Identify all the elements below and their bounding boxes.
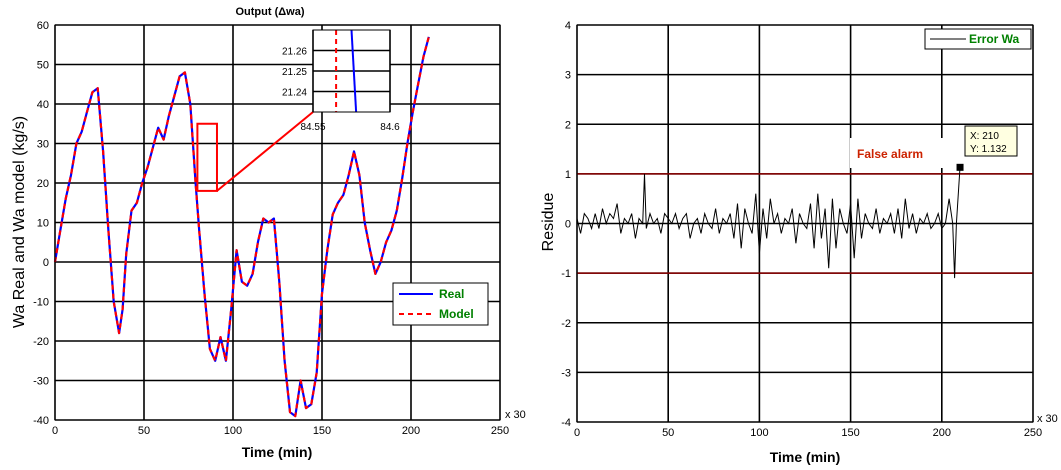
y-tick-label: 3 <box>565 70 571 82</box>
y-tick-label: -10 <box>33 297 49 309</box>
series-line-error-wa <box>576 167 961 279</box>
left-x-multiplier: x 30 <box>505 409 526 421</box>
x-tick-label: 100 <box>224 425 242 437</box>
y-tick-label: -20 <box>33 336 49 348</box>
inset-y-tick-label: 21.26 <box>282 47 307 58</box>
x-tick-label: 50 <box>138 425 150 437</box>
legend-real-label: Real <box>439 287 464 301</box>
right-plot-frame <box>576 24 1034 423</box>
datatip-y-label: Y: 1.132 <box>970 144 1007 155</box>
y-tick-label: -30 <box>33 376 49 388</box>
x-tick-label: 0 <box>52 425 58 437</box>
left-plot-frame <box>54 24 501 421</box>
left-chart-title: Output (Δwa) <box>235 6 304 18</box>
y-tick-label: -4 <box>561 417 571 429</box>
inset-frame <box>312 29 391 113</box>
x-tick-label: 250 <box>1024 427 1042 439</box>
left-y-ticks: -40 -30 -20 -10 0 10 20 30 40 50 60 <box>33 20 49 427</box>
datatip-x-label: X: 210 <box>970 131 999 142</box>
left-legend: Real Model <box>392 282 489 326</box>
inset-y-tick-label: 21.25 <box>282 67 307 78</box>
inset-real-line <box>350 29 358 113</box>
y-tick-label: 60 <box>37 20 49 32</box>
x-tick-label: 200 <box>402 425 420 437</box>
false-alarm-label: False alarm <box>857 147 923 161</box>
right-x-axis-label: Time (min) <box>770 449 841 465</box>
x-tick-label: 250 <box>491 425 509 437</box>
right-x-multiplier: x 30 <box>1037 413 1058 425</box>
y-tick-label: 20 <box>37 178 49 190</box>
x-tick-label: 150 <box>313 425 331 437</box>
legend-model-label: Model <box>439 307 474 321</box>
x-tick-label: 150 <box>841 427 859 439</box>
y-tick-label: 0 <box>565 219 571 231</box>
left-y-axis-label: Wa Real and Wa model (kg/s) <box>11 116 28 328</box>
y-tick-label: -1 <box>561 268 571 280</box>
right-y-ticks: -4 -3 -2 -1 0 1 2 3 4 <box>561 20 571 429</box>
inset: 21.24 21.25 21.26 84.55 84.6 <box>282 29 400 133</box>
x-tick-label: 0 <box>574 427 580 439</box>
right-threshold-lines <box>577 173 1033 274</box>
y-tick-label: 30 <box>37 139 49 151</box>
right-x-ticks: 0 50 100 150 200 250 <box>574 427 1042 439</box>
x-tick-label: 200 <box>933 427 951 439</box>
inset-x-tick-label: 84.55 <box>300 122 325 133</box>
inset-x-tick-label: 84.6 <box>380 122 400 133</box>
y-tick-label: 4 <box>565 20 571 32</box>
right-legend: Error Wa <box>924 28 1032 50</box>
y-tick-label: 50 <box>37 60 49 72</box>
right-y-axis-label: Residue <box>540 193 557 252</box>
left-lines <box>53 36 430 418</box>
zoom-connector-line <box>216 111 314 192</box>
right-legend-box <box>924 28 1032 50</box>
datatip-marker <box>956 163 964 171</box>
legend-error-label: Error Wa <box>969 32 1020 46</box>
y-tick-label: 1 <box>565 169 571 181</box>
left-plot: -40 -30 -20 -10 0 10 20 30 40 50 60 0 50 100 150 200 25… <box>11 6 526 460</box>
left-legend-box <box>392 282 489 326</box>
right-plot: -4 -3 -2 -1 0 1 2 3 4 0 50 100 150 200 250 Error Wa F… <box>540 20 1058 465</box>
y-tick-label: 0 <box>43 257 49 269</box>
y-tick-label: -3 <box>561 367 571 379</box>
x-tick-label: 50 <box>662 427 674 439</box>
series-line-model <box>53 36 430 418</box>
y-tick-label: -40 <box>33 415 49 427</box>
left-x-axis-label: Time (min) <box>242 444 313 460</box>
right-lines <box>576 167 961 279</box>
false-alarm-label-box <box>850 138 946 168</box>
y-tick-label: 10 <box>37 218 49 230</box>
y-tick-label: -2 <box>561 318 571 330</box>
inset-y-tick-label: 21.24 <box>282 88 307 99</box>
zoom-highlight-box <box>196 122 218 192</box>
left-x-ticks: 0 50 100 150 200 250 <box>52 425 509 437</box>
y-tick-label: 40 <box>37 99 49 111</box>
x-tick-label: 100 <box>750 427 768 439</box>
y-tick-label: 2 <box>565 119 571 131</box>
datatip-box <box>964 125 1018 157</box>
